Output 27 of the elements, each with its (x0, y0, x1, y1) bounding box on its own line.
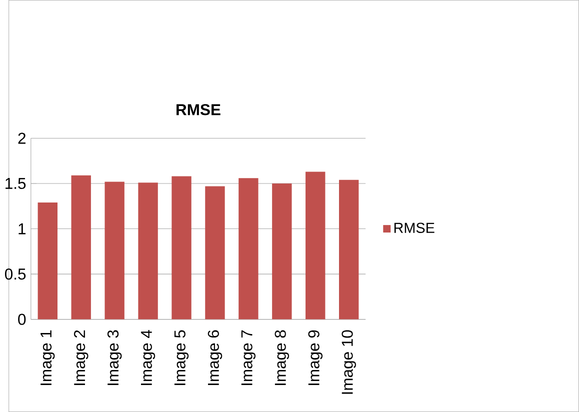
x-tick-label: Image 6 (208, 330, 222, 386)
x-tick-label: Image 2 (74, 330, 88, 386)
legend-label: RMSE (394, 222, 434, 233)
bar (38, 202, 58, 320)
bar (238, 178, 258, 320)
bar (339, 180, 359, 320)
x-tick-label: Image 9 (308, 330, 323, 386)
x-tick-label: Image 3 (107, 330, 122, 386)
bar (306, 172, 326, 320)
y-tick-label: 1 (18, 223, 26, 234)
bar (172, 176, 192, 320)
x-tick-label: Image 1 (40, 330, 55, 386)
y-tick-label: 1.5 (6, 178, 26, 190)
x-tick-label: Image 5 (174, 330, 189, 386)
x-tick-label: Image 4 (141, 330, 156, 386)
y-tick-label: 0 (18, 314, 26, 325)
y-tick-label: 2 (18, 132, 26, 144)
x-tick-label: Image 10 (342, 330, 356, 394)
x-tick-label: Image 7 (241, 330, 256, 386)
chart-title: RMSE (176, 104, 220, 116)
bar (71, 175, 91, 320)
bar (138, 182, 158, 320)
x-tick-label: Image 8 (274, 330, 290, 386)
bar (104, 182, 124, 320)
bar (272, 184, 292, 320)
y-tick-label: 0.5 (4, 268, 26, 280)
bar (205, 186, 225, 320)
